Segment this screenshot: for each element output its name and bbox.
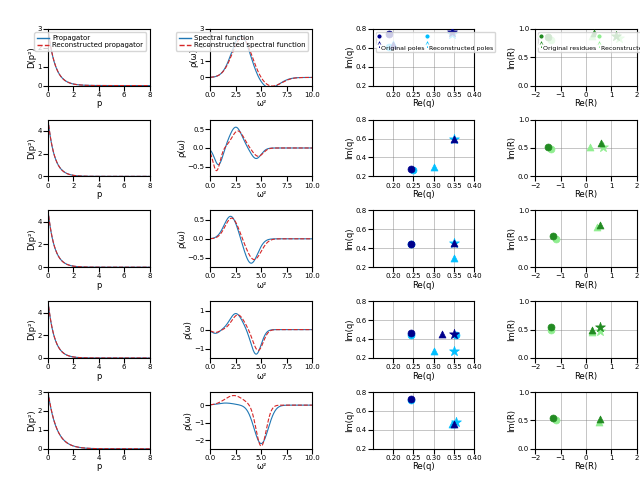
Point [384,43,394,50]
X-axis label: Re(q): Re(q) [412,281,435,290]
Y-axis label: D(p²): D(p²) [27,409,36,431]
Point [406,396,417,404]
Point [388,41,398,49]
X-axis label: Re(R): Re(R) [575,372,598,381]
Y-axis label: Im(q): Im(q) [345,409,354,432]
Point [449,331,459,338]
Point [543,34,553,41]
Y-axis label: D(p²): D(p²) [27,319,36,340]
Point [594,418,604,426]
Point [406,330,417,337]
Point [449,239,459,246]
X-axis label: Re(q): Re(q) [412,462,435,471]
Point [449,239,459,246]
Y-axis label: Im(R): Im(R) [508,228,516,250]
X-axis label: ω²: ω² [256,99,266,108]
X-axis label: p: p [96,99,102,108]
X-axis label: ω²: ω² [256,190,266,199]
Point [611,32,621,39]
Point [449,135,459,143]
Legend: Propagator, Reconstructed propagator: Propagator, Reconstructed propagator [34,32,146,51]
Point [545,36,556,44]
Legend:  ,  , Original poles,  ,  , Reconstructed poles: , , Original poles, , , Reconstructed po… [376,32,495,52]
Point [589,29,599,37]
Point [550,235,561,243]
X-axis label: Re(q): Re(q) [412,372,435,381]
Y-axis label: Im(q): Im(q) [345,318,354,341]
Point [406,332,417,339]
Point [406,395,417,403]
X-axis label: ω²: ω² [256,462,266,471]
X-axis label: Re(q): Re(q) [412,190,435,199]
Point [545,323,556,331]
X-axis label: Re(R): Re(R) [575,99,598,108]
Point [595,323,605,331]
Y-axis label: D(p²): D(p²) [27,47,36,68]
X-axis label: p: p [96,190,102,199]
Point [586,329,596,336]
Y-axis label: Im(R): Im(R) [508,136,516,159]
Y-axis label: Im(R): Im(R) [508,409,516,432]
Point [595,221,605,228]
Point [548,232,558,240]
Y-axis label: Im(q): Im(q) [345,228,354,250]
Y-axis label: ρ(ω): ρ(ω) [177,139,186,157]
Point [550,417,561,424]
Legend: Spectral function, Reconstructed spectral function: Spectral function, Reconstructed spectra… [176,32,308,51]
Point [447,28,457,36]
Point [388,40,398,48]
X-axis label: p: p [96,372,102,381]
Point [548,414,558,421]
Point [429,348,439,355]
Y-axis label: ρ(ω): ρ(ω) [184,320,193,339]
Point [451,332,461,339]
Point [449,135,459,143]
X-axis label: p: p [96,462,102,471]
Point [595,327,605,335]
Point [384,30,394,37]
Point [436,331,447,338]
Y-axis label: D(p²): D(p²) [27,137,36,159]
Point [447,30,457,37]
Point [593,224,603,231]
Point [596,140,606,147]
Point [451,419,461,426]
Point [585,143,595,151]
Point [406,240,417,248]
Point [408,166,419,174]
X-axis label: Re(q): Re(q) [412,99,435,108]
Y-axis label: ρ(ω): ρ(ω) [189,48,198,67]
Y-axis label: D(p²): D(p²) [27,228,36,250]
Y-axis label: ρ(ω): ρ(ω) [177,229,186,248]
Y-axis label: Im(R): Im(R) [508,46,516,69]
Point [406,165,417,173]
Legend:  ,  , Original residues,  ,  , Reconstructed residues: , , Original residues, , , Reconstructed… [538,32,640,52]
Point [543,143,553,151]
Point [406,240,417,247]
X-axis label: Re(R): Re(R) [575,190,598,199]
Point [597,143,607,151]
Point [449,348,459,355]
Y-axis label: ρ(ω): ρ(ω) [184,411,193,430]
X-axis label: Re(R): Re(R) [575,462,598,471]
X-axis label: ω²: ω² [256,281,266,290]
Point [614,35,624,42]
Point [588,326,598,334]
X-axis label: p: p [96,281,102,290]
X-axis label: ω²: ω² [256,372,266,381]
Point [429,164,439,171]
Point [595,416,605,423]
Point [545,326,556,334]
Point [588,32,598,39]
Point [545,145,556,153]
Point [447,420,457,428]
Y-axis label: Im(q): Im(q) [345,46,354,69]
Y-axis label: Im(q): Im(q) [345,137,354,159]
X-axis label: Re(R): Re(R) [575,281,598,290]
Point [449,254,459,262]
Point [449,420,459,428]
Y-axis label: Im(R): Im(R) [508,318,516,341]
